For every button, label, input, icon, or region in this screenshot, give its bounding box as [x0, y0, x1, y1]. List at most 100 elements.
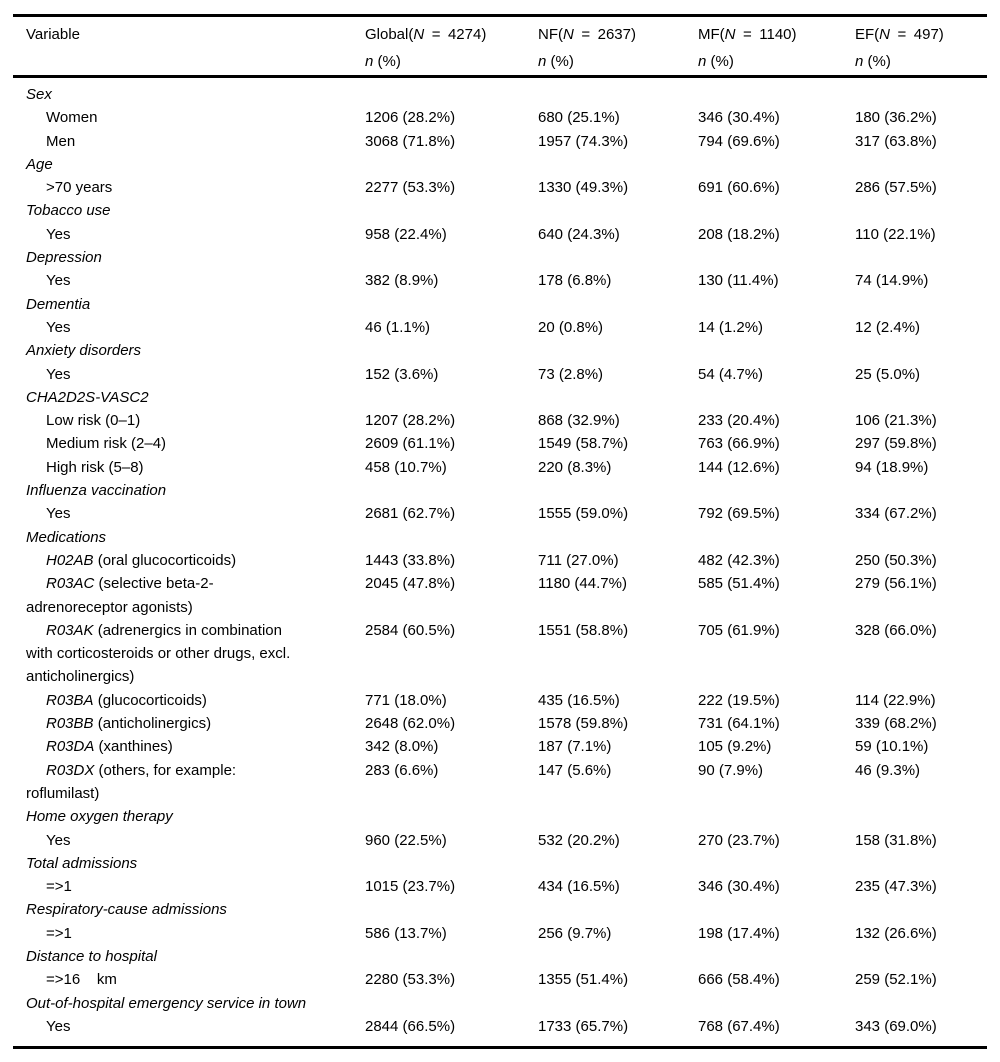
variable-cell: Respiratory-cause admissions — [26, 901, 227, 919]
value-cell: 2648 (62.0%) — [365, 715, 456, 733]
value-cell — [855, 526, 987, 549]
value-cell — [855, 805, 987, 828]
value-cell — [698, 153, 855, 176]
variable-cell: R03AC (selective beta-2- adrenoreceptor a… — [26, 575, 214, 616]
variable-cell: Medications — [26, 528, 107, 546]
data-row: Yes 958 (22.4%) 640 (24.3%) 208 (18.2%) 110 … — [13, 223, 987, 246]
value-cell: 3068 (71.8%) — [365, 132, 456, 150]
category-row: CHA2D2S-VASC2 — [13, 386, 987, 409]
value-cell — [855, 852, 987, 875]
variable-cell: Yes — [46, 225, 71, 243]
table-body: Sex Women 1206 (28.2%) 680 (25.1%) 346 (30.4… — [13, 77, 987, 1048]
value-cell: 180 (36.2%) — [855, 109, 937, 127]
value-cell — [698, 992, 855, 1015]
category-row: Anxiety disorders — [13, 339, 987, 362]
value-cell: 73 (2.8%) — [538, 365, 604, 383]
value-cell: 2609 (61.1%) — [365, 435, 456, 453]
value-cell — [365, 199, 538, 222]
value-cell — [365, 479, 538, 502]
value-cell: 74 (14.9%) — [855, 272, 929, 290]
value-cell — [365, 153, 538, 176]
value-cell — [698, 852, 855, 875]
value-cell: 208 (18.2%) — [698, 225, 780, 243]
variable-cell: =>1 — [46, 878, 72, 896]
value-cell — [365, 293, 538, 316]
value-cell — [698, 339, 855, 362]
value-cell: 960 (22.5%) — [365, 831, 447, 849]
value-cell: 1330 (49.3%) — [538, 179, 629, 197]
italic-symbol: n — [698, 53, 707, 70]
category-row: Tobacco use — [13, 199, 987, 222]
column-group-header: Global(N = 4274) — [365, 26, 487, 43]
data-row: >70 years 2277 (53.3%) 1330 (49.3%) 691 (60… — [13, 176, 987, 199]
value-cell: 339 (68.2%) — [855, 715, 937, 733]
italic-symbol: H02AB — [46, 551, 94, 569]
value-cell — [538, 992, 698, 1015]
variable-cell: Medium risk (2–4) — [46, 435, 167, 453]
value-cell: 270 (23.7%) — [698, 831, 780, 849]
value-cell: 233 (20.4%) — [698, 412, 780, 430]
value-cell — [538, 526, 698, 549]
value-cell — [538, 386, 698, 409]
value-cell — [538, 153, 698, 176]
value-cell — [538, 246, 698, 269]
value-cell: 434 (16.5%) — [538, 878, 620, 896]
value-cell: 235 (47.3%) — [855, 878, 937, 896]
value-cell: 1355 (51.4%) — [538, 971, 629, 989]
value-cell: 46 (1.1%) — [365, 318, 431, 336]
italic-symbol: N — [563, 26, 574, 43]
value-cell — [855, 77, 987, 107]
value-cell: 54 (4.7%) — [698, 365, 764, 383]
value-cell: 178 (6.8%) — [538, 272, 612, 290]
baseline-characteristics-table: Variable Global(N = 4274) NF(N = 2637) MF(… — [13, 14, 987, 1050]
value-cell: 334 (67.2%) — [855, 505, 937, 523]
value-cell — [365, 898, 538, 921]
data-row: R03DA (xanthines) 342 (8.0%) 187 (7.1%) 105… — [13, 735, 987, 758]
variable-cell: Yes — [46, 505, 71, 523]
italic-symbol: R03AC — [46, 575, 95, 593]
value-cell: 1549 (58.7%) — [538, 435, 629, 453]
value-cell — [698, 386, 855, 409]
value-cell: 198 (17.4%) — [698, 924, 780, 942]
data-row: Men 3068 (71.8%) 1957 (74.3%) 794 (69.6%) 31… — [13, 130, 987, 153]
value-cell — [698, 246, 855, 269]
value-cell: 342 (8.0%) — [365, 738, 439, 756]
value-cell: 110 (22.1%) — [855, 225, 936, 243]
variable-cell: =>1 — [46, 924, 72, 942]
data-row: R03BA (glucocorticoids) 771 (18.0%) 435 (1… — [13, 689, 987, 712]
value-cell: 346 (30.4%) — [698, 878, 780, 896]
value-cell — [365, 852, 538, 875]
value-cell: 958 (22.4%) — [365, 225, 447, 243]
value-cell: 680 (25.1%) — [538, 109, 620, 127]
value-cell: 2277 (53.3%) — [365, 179, 456, 197]
variable-cell: High risk (5–8) — [46, 458, 144, 476]
value-cell — [855, 992, 987, 1015]
value-cell: 147 (5.6%) — [538, 761, 612, 779]
column-group-header: EF(N = 497) — [855, 26, 944, 43]
value-cell: 1551 (58.8%) — [538, 621, 629, 639]
data-row: Yes 2681 (62.7%) 1555 (59.0%) 792 (69.5%) 33… — [13, 502, 987, 525]
value-cell — [538, 479, 698, 502]
variable-cell: R03BB (anticholinergics) — [46, 715, 212, 733]
category-row: Depression — [13, 246, 987, 269]
category-row: Dementia — [13, 293, 987, 316]
value-cell: 666 (58.4%) — [698, 971, 780, 989]
value-cell: 691 (60.6%) — [698, 179, 780, 197]
column-subheader-n-pct: n (%) — [538, 53, 574, 70]
value-cell: 2681 (62.7%) — [365, 505, 456, 523]
data-row: R03AC (selective beta-2- adrenoreceptor a… — [13, 572, 987, 619]
value-cell: 152 (3.6%) — [365, 365, 439, 383]
value-cell: 256 (9.7%) — [538, 924, 612, 942]
value-cell — [855, 386, 987, 409]
value-cell: 132 (26.6%) — [855, 924, 937, 942]
data-row: =>1 1015 (23.7%) 434 (16.5%) 346 (30.4%) 235… — [13, 875, 987, 898]
value-cell: 868 (32.9%) — [538, 412, 620, 430]
value-cell — [365, 805, 538, 828]
value-cell — [365, 945, 538, 968]
value-cell — [698, 293, 855, 316]
italic-symbol: R03DX — [46, 761, 95, 779]
column-subheader-n-pct: n (%) — [365, 53, 401, 70]
value-cell — [855, 479, 987, 502]
value-cell: 259 (52.1%) — [855, 971, 937, 989]
